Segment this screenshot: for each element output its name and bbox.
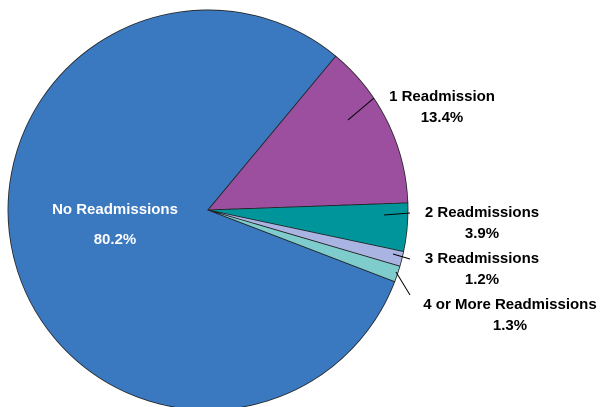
slice-label: 4 or More Readmissions: [423, 296, 596, 313]
pie-slice: [207, 55, 409, 211]
slice-label: 2 Readmissions: [425, 204, 539, 221]
leader-line: [347, 97, 375, 121]
slice-value: 13.4%: [421, 109, 464, 126]
slice-value: 80.2%: [94, 231, 137, 248]
pie-slice: [7, 9, 396, 407]
leader-line: [383, 212, 411, 216]
slice-label: No Readmissions: [52, 201, 178, 218]
slice-label: 1 Readmission: [389, 88, 495, 105]
slice-value: 1.2%: [465, 271, 499, 288]
slice-value: 1.3%: [493, 317, 527, 334]
slice-label: 3 Readmissions: [425, 250, 539, 267]
slice-value: 3.9%: [465, 225, 499, 242]
leader-line: [392, 253, 411, 260]
leader-line: [395, 271, 411, 296]
